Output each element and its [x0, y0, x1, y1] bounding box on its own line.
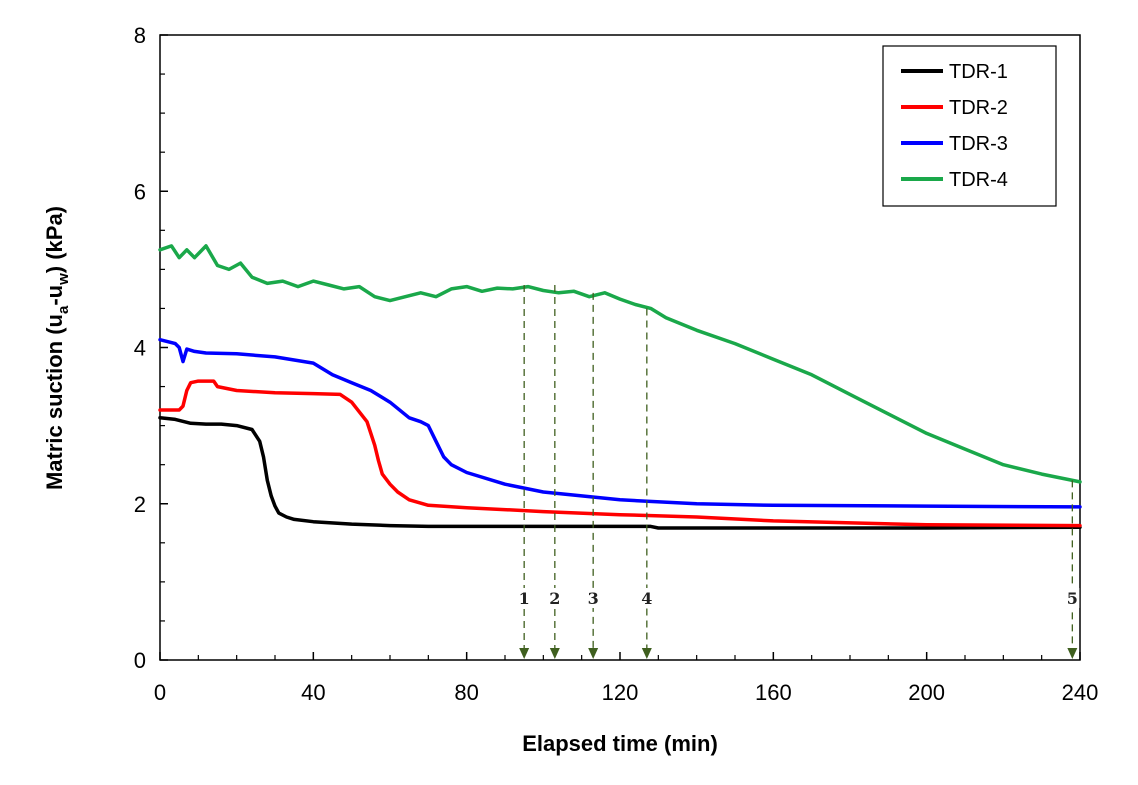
- annotation-arrowhead-3: [588, 648, 599, 659]
- annotation-arrowhead-4: [641, 648, 652, 659]
- annotation-label-4: 4: [641, 589, 652, 608]
- annotation-label-bg: [517, 588, 532, 608]
- y-tick-label: 4: [134, 336, 146, 361]
- series-line-tdr-2: [158, 379, 1082, 528]
- legend: TDR-1 TDR-2 TDR-3 TDR-4: [882, 45, 1057, 207]
- legend-label-tdr-4: TDR-4: [949, 169, 1008, 191]
- annotation-label-3: 3: [588, 589, 599, 608]
- legend-label-tdr-2: TDR-2: [949, 97, 1008, 119]
- annotation-label-bg: [1065, 588, 1080, 608]
- x-tick-label: 240: [1062, 680, 1099, 705]
- annotation-label-2: 2: [549, 589, 560, 608]
- series-line-tdr-1: [158, 416, 1082, 530]
- y-tick-label: 8: [134, 23, 146, 48]
- y-tick-label: 6: [134, 179, 146, 204]
- series-line-tdr-3: [158, 337, 1082, 509]
- annotation-label-bg: [639, 588, 654, 608]
- x-tick-label: 160: [755, 680, 792, 705]
- x-tick-label: 200: [908, 680, 945, 705]
- legend-label-tdr-1: TDR-1: [949, 61, 1008, 83]
- series-layer: [158, 244, 1082, 530]
- annotation-arrowhead-1: [519, 648, 530, 659]
- annotation-label-bg: [547, 588, 562, 608]
- annotation-label-5: 5: [1067, 589, 1078, 608]
- x-axis-title: Elapsed time (min): [522, 731, 718, 756]
- annotation-arrowhead-5: [1067, 648, 1078, 659]
- x-tick-label: 80: [454, 680, 478, 705]
- annotation-arrowhead-2: [549, 648, 560, 659]
- y-axis-title: Matric suction (ua-uw) (kPa): [42, 206, 72, 490]
- annotation-label-bg: [586, 588, 601, 608]
- x-tick-label: 0: [154, 680, 166, 705]
- x-tick-label: 40: [301, 680, 325, 705]
- annotation-label-1: 1: [519, 589, 530, 608]
- series-line-tdr-4: [158, 244, 1082, 484]
- legend-label-tdr-3: TDR-3: [949, 133, 1008, 155]
- y-tick-label: 2: [134, 492, 146, 517]
- x-tick-label: 120: [602, 680, 639, 705]
- y-tick-label: 0: [134, 648, 146, 673]
